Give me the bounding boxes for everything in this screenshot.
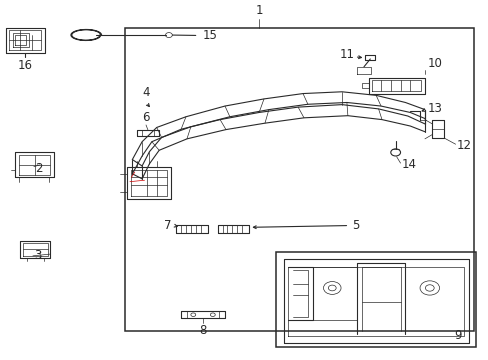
- Text: 11: 11: [339, 48, 353, 61]
- Text: 8: 8: [199, 324, 206, 337]
- Bar: [276, 252, 475, 347]
- Text: 15: 15: [203, 29, 218, 42]
- Text: 3: 3: [34, 249, 41, 262]
- Text: 10: 10: [427, 57, 441, 70]
- Text: 9: 9: [453, 329, 461, 342]
- Text: 1: 1: [255, 4, 263, 17]
- Text: 5: 5: [351, 219, 358, 232]
- Text: 2: 2: [35, 162, 42, 175]
- Text: 14: 14: [401, 158, 416, 171]
- Bar: [125, 28, 473, 331]
- Text: 6: 6: [142, 111, 149, 124]
- Text: 4: 4: [142, 86, 149, 99]
- Text: 13: 13: [427, 102, 441, 115]
- Text: 7: 7: [163, 219, 171, 232]
- Text: 12: 12: [456, 139, 470, 152]
- Text: 16: 16: [18, 59, 33, 72]
